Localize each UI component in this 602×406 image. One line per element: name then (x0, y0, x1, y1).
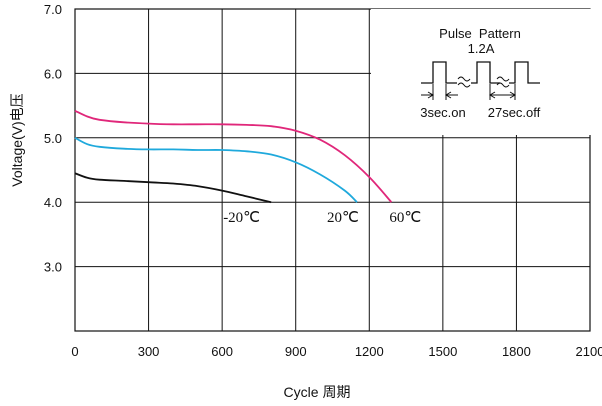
series-line (74, 172, 272, 204)
series-label: -20℃ (223, 210, 260, 226)
x-axis-title: Cycle 周期 (284, 384, 351, 400)
x-tick-label: 900 (285, 344, 307, 359)
x-tick-label: 1500 (428, 344, 457, 359)
y-tick-label: 3.0 (44, 260, 62, 275)
break-mark-icon (496, 76, 510, 88)
y-tick-label: 4.0 (44, 195, 62, 210)
plot-frame (74, 8, 591, 332)
y-tick-label: 7.0 (44, 2, 62, 17)
on-duration-label: 3sec.on (420, 105, 466, 120)
y-tick-label: 5.0 (44, 131, 62, 146)
x-tick-label: 2100 (576, 344, 602, 359)
off-duration-arrow-icon (489, 91, 516, 99)
x-tick-label: 300 (138, 344, 160, 359)
inset-background (371, 9, 592, 135)
x-tick-label: 1800 (502, 344, 531, 359)
break-mark-icon (457, 76, 471, 88)
axis-tick-labels: 0 300 600 900 1200 1500 1800 2100 3.0 4.0 5.0 6.0 7.… (44, 2, 602, 359)
series-line (74, 137, 358, 203)
x-tick-label: 1200 (355, 344, 384, 359)
inset-title: Pulse Pattern (439, 26, 521, 41)
y-axis-title: Voltage(V)电压 (9, 93, 25, 186)
series-label: 60℃ (389, 210, 421, 226)
pulse-pattern-inset: Pulse Pattern 1.2A 3sec.on 27sec.off (371, 9, 592, 135)
on-duration-arrow-icon (421, 91, 458, 99)
series-lines (74, 109, 393, 204)
x-tick-label: 0 (71, 344, 78, 359)
series-labels: -20℃ 20℃ 60℃ (223, 210, 421, 226)
off-duration-label: 27sec.off (488, 105, 541, 120)
x-tick-label: 600 (211, 344, 233, 359)
inset-current: 1.2A (468, 41, 495, 56)
y-tick-label: 6.0 (44, 66, 62, 81)
series-line (74, 109, 393, 203)
series-label: 20℃ (327, 210, 359, 226)
pulse-waveform (421, 61, 540, 84)
